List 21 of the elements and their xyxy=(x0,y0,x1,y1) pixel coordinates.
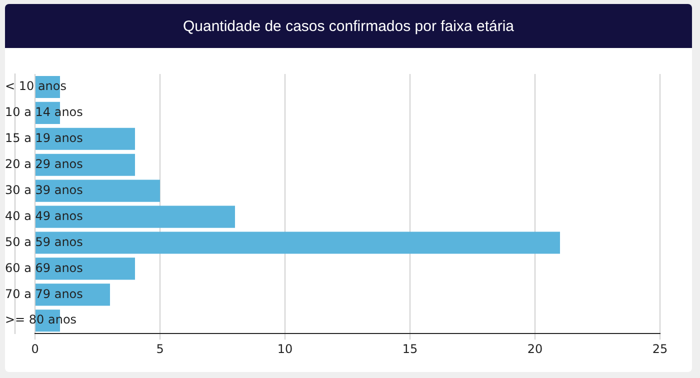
y-tick-label: 20 a 29 anos xyxy=(5,156,83,171)
x-tick-label: 0 xyxy=(31,342,39,356)
y-tick-label: 70 a 79 anos xyxy=(5,286,83,301)
y-tick-label: 15 a 19 anos xyxy=(5,131,83,146)
y-tick-label: 60 a 69 anos xyxy=(5,260,83,275)
y-tick-label: 50 a 59 anos xyxy=(5,234,83,249)
x-tick-label: 25 xyxy=(652,342,668,356)
x-tick-label: 5 xyxy=(156,342,164,356)
bar xyxy=(36,154,135,176)
bar xyxy=(36,258,135,280)
bar xyxy=(36,232,560,254)
x-tick-label: 20 xyxy=(527,342,543,356)
bar xyxy=(36,128,135,150)
y-tick-label: 30 a 39 anos xyxy=(5,182,83,197)
bar xyxy=(36,206,235,228)
x-tick-label: 15 xyxy=(402,342,418,356)
chart-title: Quantidade de casos confirmados por faixa etária xyxy=(5,4,692,48)
x-tick-label: 10 xyxy=(277,342,293,356)
y-tick-label: 40 a 49 anos xyxy=(5,208,83,223)
bar xyxy=(36,284,110,306)
bar xyxy=(36,180,160,202)
